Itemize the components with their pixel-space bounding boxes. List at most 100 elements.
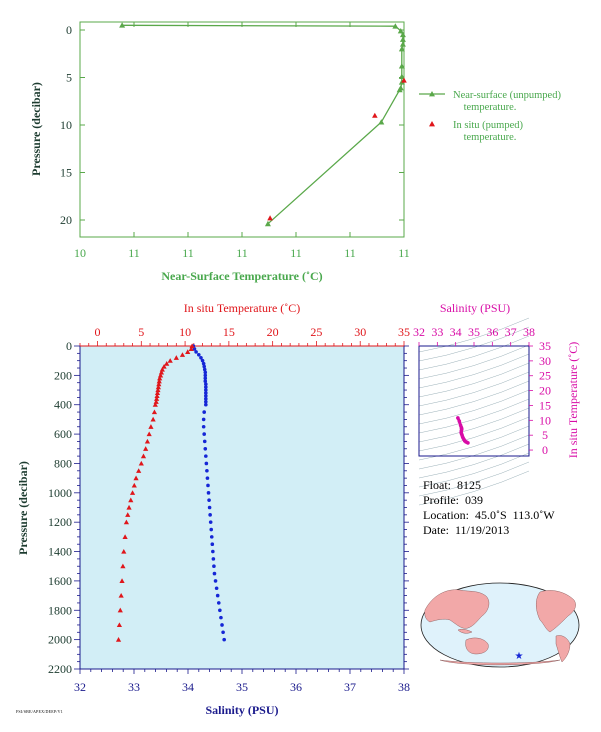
map-land-asia bbox=[424, 589, 490, 629]
ts-y-tick-label: 30 bbox=[539, 354, 551, 368]
salinity-point bbox=[204, 402, 208, 407]
density-contour bbox=[418, 398, 530, 434]
profile-chart: In situ Temperature (˚C) 0 5 10 15 20 25 30 35 … bbox=[16, 301, 410, 717]
salinity-point bbox=[211, 549, 215, 554]
salinity-point bbox=[204, 394, 208, 398]
salinity-point bbox=[202, 367, 207, 372]
pressure-tick-label: 1400 bbox=[48, 545, 72, 559]
density-contour bbox=[418, 326, 530, 362]
temperature-point bbox=[152, 402, 158, 407]
temperature-point bbox=[157, 372, 164, 378]
salinity-point bbox=[205, 476, 210, 480]
temperature-point bbox=[154, 393, 160, 398]
ts-x-tick-label: 36 bbox=[486, 325, 498, 339]
near-surface-point bbox=[398, 46, 405, 52]
map-land-australia bbox=[465, 637, 489, 655]
ts-y-tick-label: 5 bbox=[542, 428, 548, 442]
pressure-tick-label: 0 bbox=[66, 339, 72, 353]
ts-y-tick-label: 0 bbox=[542, 443, 548, 457]
main-y-axis-label: Pressure (decibar) bbox=[16, 461, 30, 555]
density-contour bbox=[418, 353, 530, 389]
salinity-point bbox=[203, 379, 208, 384]
near-surface-point bbox=[119, 22, 126, 28]
salinity-point bbox=[203, 376, 208, 381]
temperature-point bbox=[131, 482, 137, 488]
top-series-layer bbox=[119, 22, 407, 227]
temperature-point bbox=[167, 358, 173, 363]
salinity-point bbox=[199, 355, 203, 360]
temperature-point bbox=[164, 361, 170, 366]
salinity-point bbox=[204, 397, 208, 401]
temperature-point bbox=[188, 346, 194, 352]
main-plot-area bbox=[79, 345, 405, 670]
temperature-point bbox=[155, 387, 161, 393]
salinity-point bbox=[207, 505, 212, 510]
top-x-tick-label: 11 bbox=[344, 246, 356, 260]
salinity-point bbox=[219, 615, 223, 620]
ts-point bbox=[466, 441, 470, 445]
salinity-point bbox=[205, 468, 209, 473]
temperature-point bbox=[173, 355, 179, 360]
temperature-point bbox=[151, 409, 158, 415]
salinity-tick-label: 36 bbox=[290, 680, 302, 694]
temperature-point bbox=[156, 381, 162, 387]
date-row: Date: 11/19/2013 bbox=[423, 523, 510, 537]
salinity-point bbox=[216, 601, 221, 605]
temperature-point bbox=[157, 375, 163, 381]
salinity-point bbox=[207, 498, 211, 502]
salinity-point bbox=[204, 385, 208, 389]
near-surface-point bbox=[397, 27, 404, 34]
temperature-point bbox=[161, 363, 167, 369]
temperature-point bbox=[138, 460, 144, 466]
ts-point bbox=[457, 419, 462, 424]
salinity-point bbox=[222, 637, 226, 642]
salinity-point bbox=[194, 350, 198, 354]
salinity-tick-label: 32 bbox=[74, 680, 86, 694]
float-row: Float: 8125 bbox=[423, 478, 482, 492]
near-surface-point bbox=[396, 86, 403, 93]
near-surface-point bbox=[399, 36, 406, 42]
temperature-point bbox=[126, 504, 132, 510]
profile-row: Profile: 039 bbox=[423, 493, 483, 507]
near-surface-point bbox=[264, 220, 271, 227]
salinity-point bbox=[201, 417, 206, 422]
temperature-tick-label: 0 bbox=[95, 325, 101, 339]
top-y-ticks: 0 5 10 15 20 bbox=[60, 23, 404, 227]
top-x-tick-label: 10 bbox=[74, 246, 86, 260]
salinity-point bbox=[204, 388, 208, 392]
top-x-tick-label: 11 bbox=[398, 246, 410, 260]
density-contour bbox=[418, 416, 530, 452]
near-surface-point bbox=[378, 119, 385, 125]
salinity-point bbox=[200, 358, 205, 363]
temperature-point bbox=[153, 399, 159, 404]
pressure-tick-label: 1200 bbox=[48, 515, 72, 529]
top-x-axis-label: Near-Surface Temperature (˚C) bbox=[161, 269, 322, 283]
pressure-axis-ticks: 0 200 400 600 800 1000 1200 1400 1600 1800 2000 220… bbox=[48, 339, 409, 676]
ts-x-tick-label: 38 bbox=[523, 325, 535, 339]
density-contour bbox=[418, 470, 530, 506]
temperature-point bbox=[158, 369, 165, 375]
temperature-point bbox=[155, 384, 161, 390]
salinity-point bbox=[204, 399, 208, 404]
salinity-tick-label: 37 bbox=[344, 680, 356, 694]
map-land-indonesia bbox=[457, 628, 473, 634]
ts-y-tick-label: 35 bbox=[539, 339, 551, 353]
top-legend: Near-surface (unpumped)temperature.In si… bbox=[419, 90, 561, 143]
salinity-point bbox=[204, 391, 208, 395]
temperature-point bbox=[128, 497, 134, 503]
salinity-tick-label: 34 bbox=[182, 680, 194, 694]
ts-y-tick-label: 25 bbox=[539, 369, 551, 383]
ts-series-layer bbox=[456, 416, 470, 445]
top-y-tick-label: 15 bbox=[60, 166, 72, 180]
pressure-tick-label: 800 bbox=[54, 456, 72, 470]
density-contour bbox=[418, 371, 530, 407]
legend-marker bbox=[429, 121, 435, 127]
salinity-point bbox=[208, 513, 212, 517]
salinity-point bbox=[203, 373, 208, 378]
temperature-point bbox=[179, 352, 186, 357]
near-surface-point bbox=[399, 41, 406, 47]
top-x-tick-label: 11 bbox=[182, 246, 194, 260]
ts-y-axis-label: In situ Temperature (˚C) bbox=[566, 342, 580, 459]
salinity-point bbox=[202, 432, 206, 436]
